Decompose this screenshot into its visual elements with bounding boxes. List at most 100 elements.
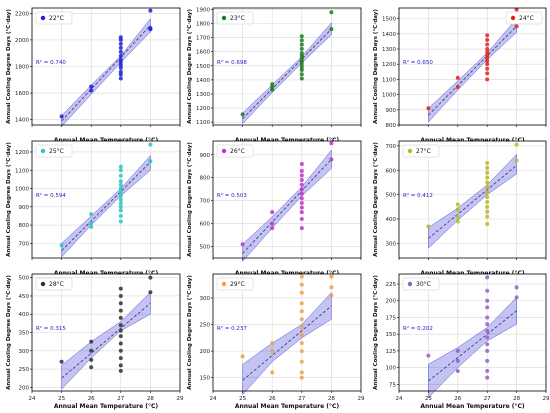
y-tick-label: 150 (386, 332, 397, 338)
panel-1: 1400 1600 1800 2000 2200 Annual Mean Temperat… (6, 7, 181, 144)
data-point (89, 357, 94, 362)
data-point (118, 190, 123, 195)
x-axis-label: Annual Mean Temperature (°C) (54, 403, 158, 410)
data-point (299, 375, 304, 380)
data-point (299, 196, 304, 201)
data-point (299, 182, 304, 187)
legend-marker (407, 148, 413, 154)
plot-area (399, 274, 546, 391)
data-point (148, 290, 153, 295)
data-point (270, 226, 275, 231)
y-tick-label: 1300 (382, 47, 396, 53)
data-point (299, 301, 304, 306)
data-point (329, 141, 334, 146)
data-point (299, 34, 304, 39)
data-point (485, 335, 490, 340)
panel-6: 300 400 500 600 700 Annual Mean Temperature (… (373, 140, 547, 277)
data-point (299, 51, 304, 56)
data-point (148, 275, 153, 280)
legend-box (35, 144, 73, 158)
data-point (485, 47, 490, 52)
y-tick-label: 1800 (196, 22, 210, 28)
legend-box (35, 277, 73, 291)
axes-frame (398, 7, 547, 126)
y-tick-label: 150 (200, 376, 211, 382)
panel-3: 800 900 1000 1100 1200 1300 1400 1500 Annual Mea… (373, 7, 547, 144)
legend-label: 23°C (230, 15, 245, 22)
y-tick-label: 200 (19, 385, 30, 391)
legend-marker (221, 148, 227, 154)
data-point (485, 368, 490, 373)
legend: 25°C (35, 144, 73, 158)
data-point (118, 208, 123, 213)
y-tick-label: 900 (386, 108, 397, 114)
regression-line (428, 25, 517, 116)
legend-marker (40, 148, 46, 154)
data-point (270, 349, 275, 354)
legend-marker (40, 281, 46, 287)
y-tick-label: 700 (19, 241, 30, 247)
axes-frame (212, 7, 362, 126)
data-point (485, 195, 490, 200)
data-point (485, 50, 490, 55)
data-point (299, 38, 304, 43)
r-squared-label: R² = 0.237 (217, 325, 247, 332)
data-point (426, 353, 431, 358)
legend-box (402, 277, 440, 291)
legend-marker (407, 281, 413, 287)
legend-label: 24°C (519, 15, 534, 22)
data-point (485, 33, 490, 38)
data-point (485, 288, 490, 293)
x-tick-label: 25 (425, 396, 432, 402)
y-tick-label: 1600 (196, 50, 210, 56)
plot-area (213, 8, 361, 125)
legend-label: 28°C (49, 281, 64, 288)
y-tick-label: 400 (386, 217, 397, 223)
r-squared-label: R² = 0.412 (403, 192, 433, 199)
y-tick-label: 1000 (15, 187, 29, 193)
x-tick-label: 28 (513, 396, 520, 402)
data-point (118, 368, 123, 373)
y-tick-label: 250 (200, 323, 211, 329)
panel-2: 110012001300140015001600170018001900Annu… (187, 7, 362, 144)
data-point (118, 57, 123, 62)
data-point (485, 165, 490, 170)
y-tick-label: 300 (386, 241, 397, 247)
data-point (240, 242, 245, 247)
data-point (455, 207, 460, 212)
data-point (485, 190, 490, 195)
y-tick-label: 800 (200, 176, 211, 182)
y-tick-label: 1200 (15, 150, 29, 156)
data-point (299, 349, 304, 354)
data-point (329, 10, 334, 15)
data-point (299, 65, 304, 70)
regression-line (61, 302, 151, 379)
y-axis-label: Annual Cooling Degree Days (°C·day) (187, 142, 193, 257)
x-tick-label: 29 (358, 396, 365, 402)
y-tick-label: 100 (386, 366, 397, 372)
data-point (118, 334, 123, 339)
data-point (514, 158, 519, 163)
data-point (240, 112, 245, 117)
y-tick-label: 700 (386, 144, 397, 150)
y-tick-label: 450 (19, 294, 30, 300)
y-tick-label: 200 (200, 349, 211, 355)
data-point (485, 221, 490, 226)
x-tick-label: 27 (298, 396, 305, 402)
legend-label: 30°C (416, 281, 431, 288)
y-tick-label: 1800 (15, 65, 29, 71)
data-point (514, 295, 519, 300)
y-tick-label: 800 (386, 123, 397, 129)
data-point (270, 210, 275, 215)
data-point (299, 62, 304, 67)
y-tick-label: 1900 (196, 7, 210, 13)
regression-line (242, 159, 332, 254)
legend: 22°C (35, 11, 73, 25)
data-point (118, 164, 123, 169)
regression-line (428, 165, 517, 239)
y-axis-label: Annual Cooling Degree Days (°C·day) (187, 275, 193, 390)
data-point (299, 178, 304, 182)
y-tick-label: 1500 (382, 17, 396, 23)
data-point (485, 305, 490, 310)
